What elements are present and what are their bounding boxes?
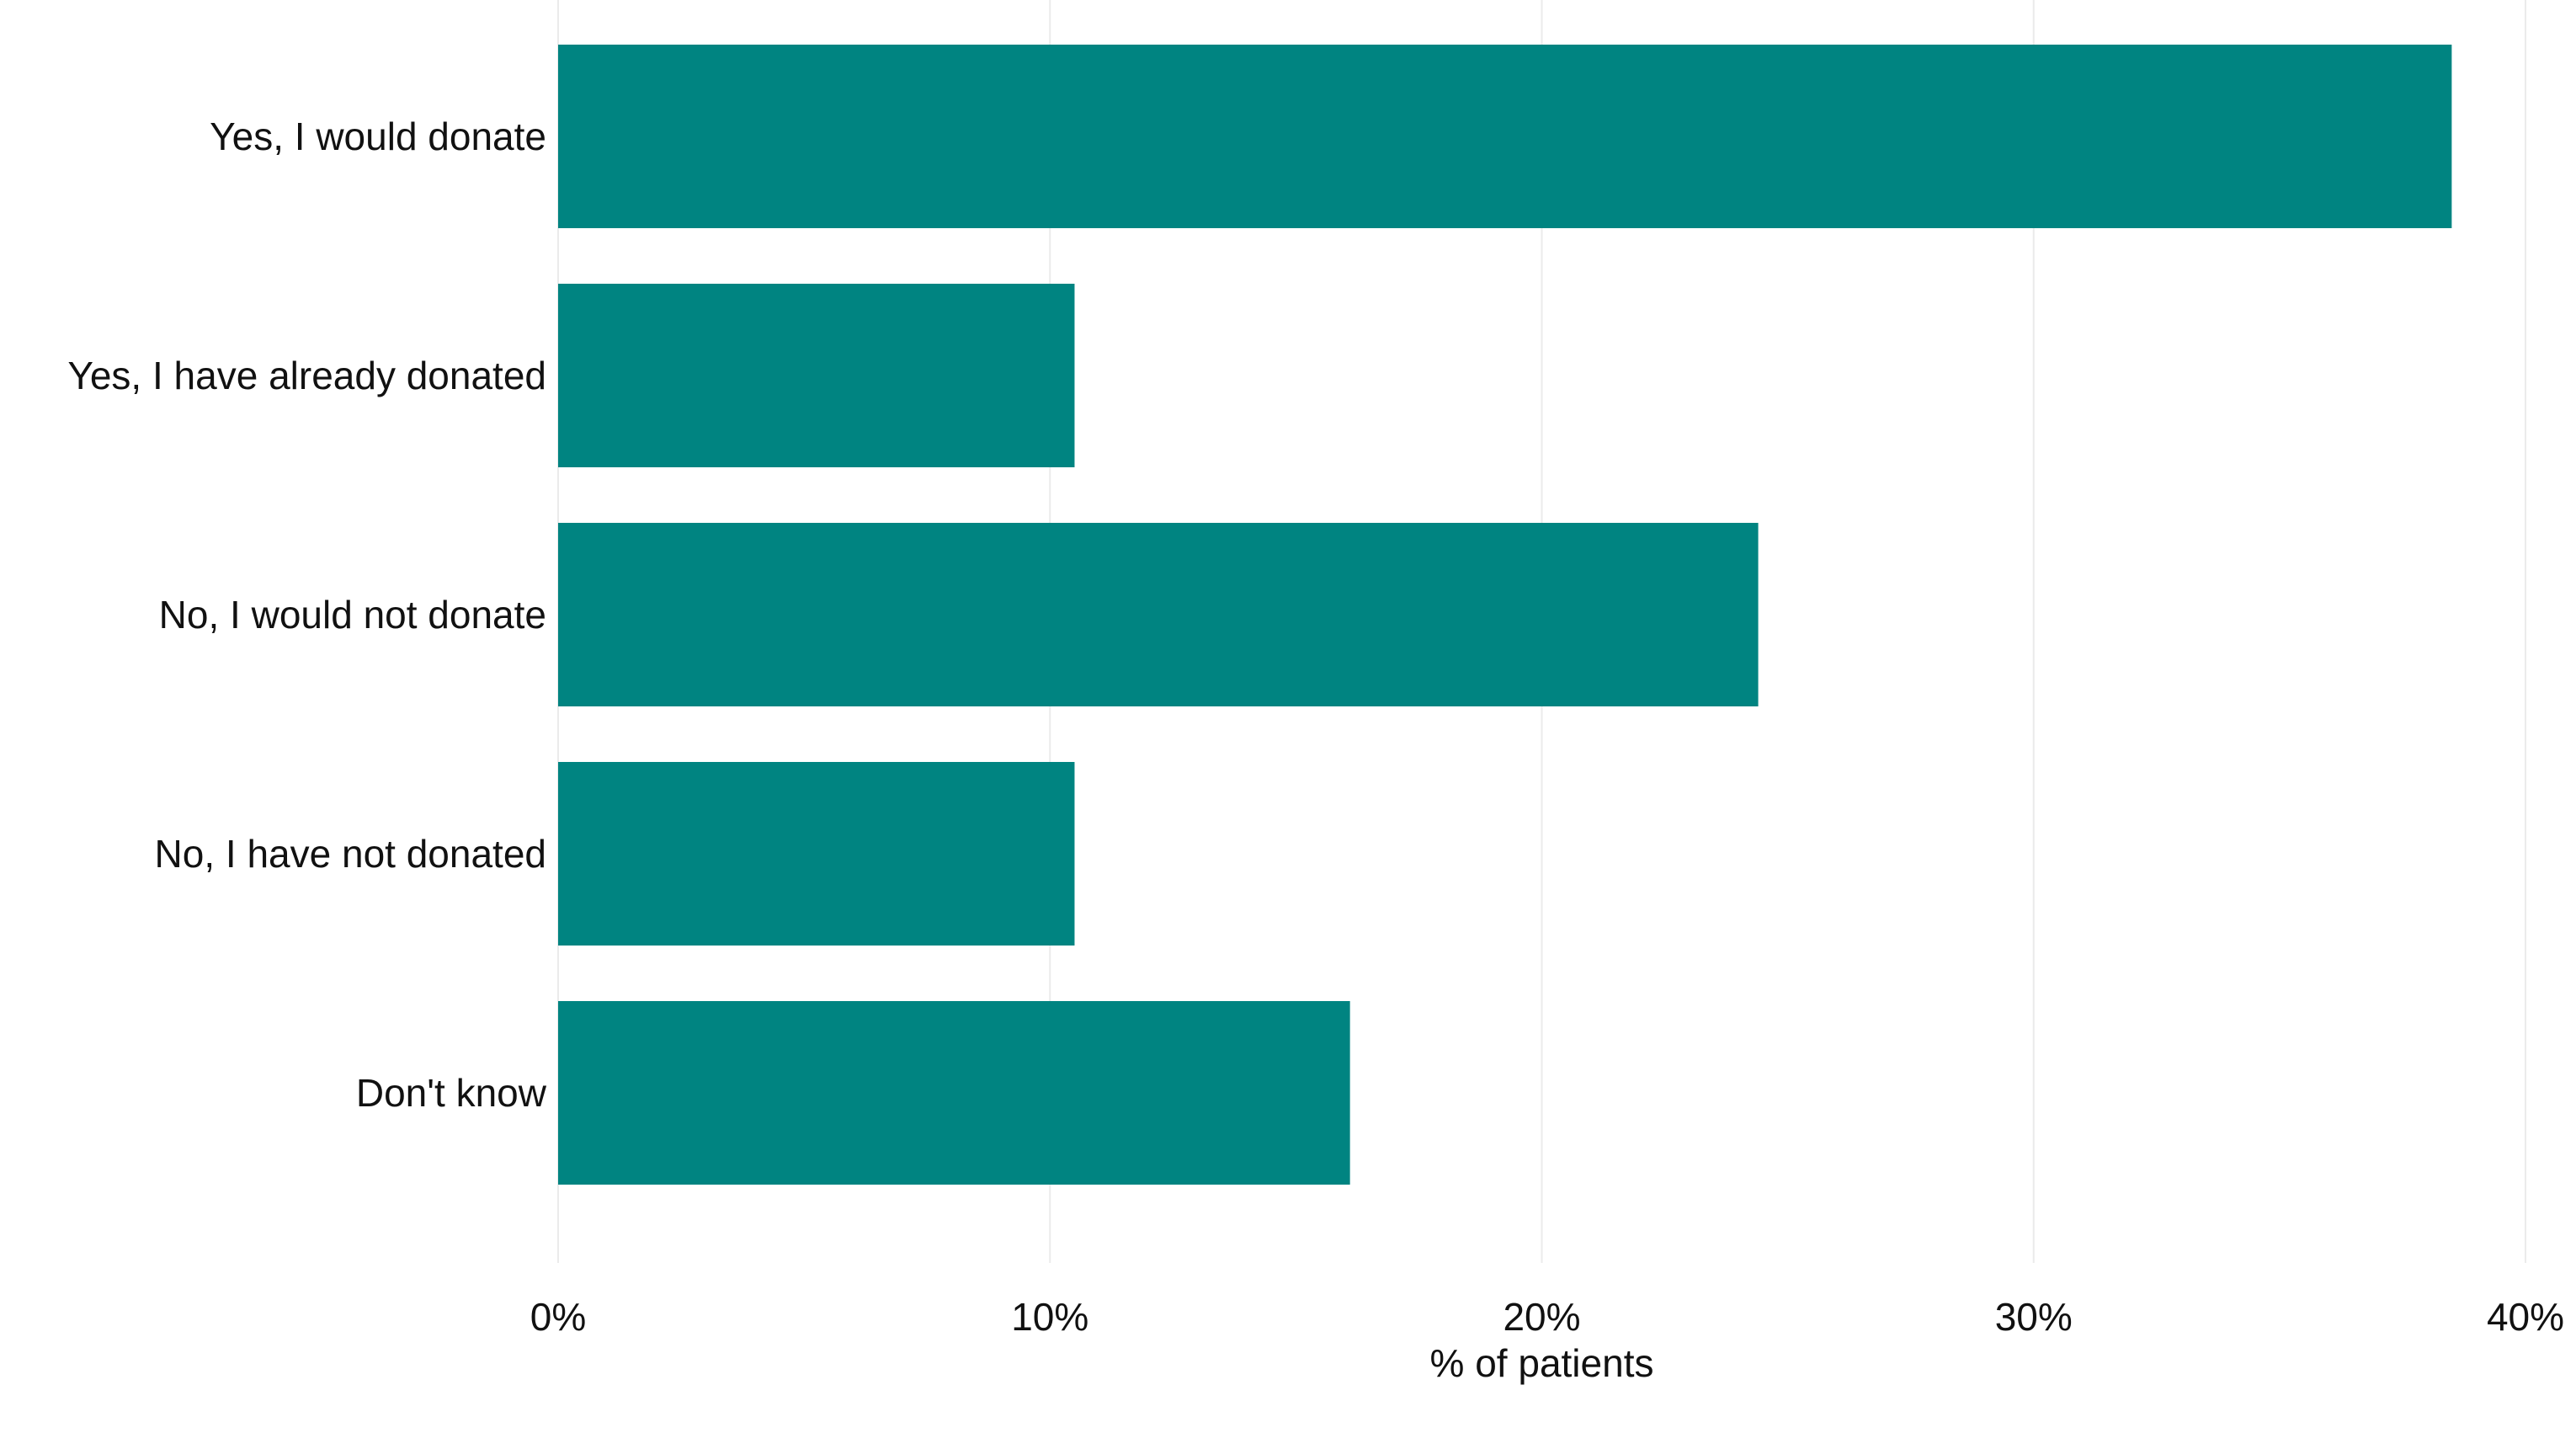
x-tick-label: 40%	[2487, 1295, 2564, 1339]
x-tick-label: 0%	[530, 1295, 586, 1339]
bar	[558, 45, 2452, 228]
category-label: Don't know	[356, 1071, 547, 1115]
bar	[558, 762, 1075, 946]
x-tick-label: 20%	[1503, 1295, 1580, 1339]
category-label: No, I would not donate	[159, 593, 546, 637]
x-tick-labels: 0% 10% 20% 30% 40%	[530, 1295, 2564, 1339]
category-label: No, I have not donated	[155, 832, 546, 876]
x-tick-label: 10%	[1011, 1295, 1088, 1339]
category-labels: Yes, I would donate Yes, I have already d…	[67, 115, 546, 1115]
x-axis-title: % of patients	[1430, 1341, 1654, 1385]
category-label: Yes, I would donate	[210, 115, 546, 158]
x-tick-label: 30%	[1995, 1295, 2073, 1339]
bars	[558, 45, 2452, 1185]
category-label: Yes, I have already donated	[67, 354, 546, 397]
bar	[558, 523, 1759, 706]
bar	[558, 284, 1075, 467]
bar	[558, 1001, 1350, 1185]
